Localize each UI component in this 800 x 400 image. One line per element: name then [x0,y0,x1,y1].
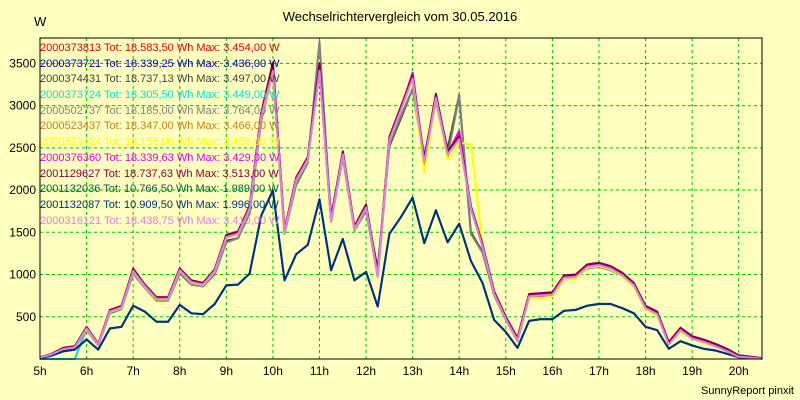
legend-entry-2000316121: 2000316121 Tot: 18.438,75 Wh Max: 3.410,… [40,214,280,227]
series-line-2001132087 [39,189,763,360]
x-tick-label: 14h [449,364,469,378]
legend-entry-2001129627: 2001129627 Tot: 18.737,63 Wh Max: 3.513,… [40,167,279,180]
y-tick-label: 2000 [9,183,36,197]
legend: 2000373813 Tot: 18.583,50 Wh Max: 3.454,… [40,41,280,229]
series-line-2001129627 [39,61,763,359]
series-group [39,40,763,360]
chart-title: Wechselrichtervergleich vom 30.05.2016 [282,9,518,24]
y-axis-unit: W [34,14,47,29]
legend-entry-2000523437: 2000523437 Tot: 18.347,00 Wh Max: 3.466,… [40,120,280,133]
y-tick-label: 3000 [9,99,36,113]
legend-entry-2000523424: 2000523424 Tot: 18.156,00 Wh Max: 3.466,… [40,136,280,149]
y-tick-label: 2500 [9,141,36,155]
x-tick-label: 20h [729,364,749,378]
legend-entry-2000373724: 2000373724 Tot: 18.305,50 Wh Max: 3.449,… [40,89,280,102]
x-tick-label: 19h [682,364,702,378]
x-tick-label: 18h [636,364,656,378]
x-tick-label: 11h [310,364,329,378]
x-tick-label: 5h [33,364,46,378]
y-tick-label: 1000 [9,268,36,282]
footer-credit: SunnyReport pinxit [701,385,794,397]
legend-entry-2000374431: 2000374431 Tot: 18.737,13 Wh Max: 3.497,… [40,73,280,86]
x-tick-label: 6h [80,364,93,378]
x-tick-label: 9h [220,364,233,378]
legend-entry-2000373813: 2000373813 Tot: 18.583,50 Wh Max: 3.454,… [40,42,280,54]
x-tick-label: 13h [403,364,423,378]
axes: 500 1000 1500 2000 2500 3000 3500 5h 6h 7h 8h 9h 10h… [9,37,763,378]
x-tick-label: 15h [496,364,516,378]
legend-entry-2001132036: 2001132036 Tot: 10.766,50 Wh Max: 1.989,… [40,183,279,196]
legend-entry-2000373721: 2000373721 Tot: 18.339,25 Wh Max: 3.436,… [40,57,280,70]
x-tick-label: 8h [173,364,186,378]
x-tick-label: 12h [356,364,376,378]
plot-frame [39,37,763,360]
y-tick-label: 500 [16,310,36,324]
x-tick-label: 16h [542,364,562,378]
legend-entry-2000376360: 2000376360 Tot: 18.339,63 Wh Max: 3.429,… [40,151,280,164]
y-tick-label: 1500 [9,225,36,239]
legend-entry-2001132087: 2001132087 Tot: 10.909,50 Wh Max: 1.996,… [40,198,279,211]
y-tick-label: 3500 [9,56,36,70]
plot-area [39,37,763,360]
series-line-2000316121 [39,69,763,360]
x-tick-label: 10h [263,364,283,378]
legend-entry-2000502737: 2000502737 Tot: 18.185,00 Wh Max: 3.764,… [40,104,280,117]
x-tick-label: 7h [126,364,139,378]
x-tick-label: 17h [589,364,609,378]
